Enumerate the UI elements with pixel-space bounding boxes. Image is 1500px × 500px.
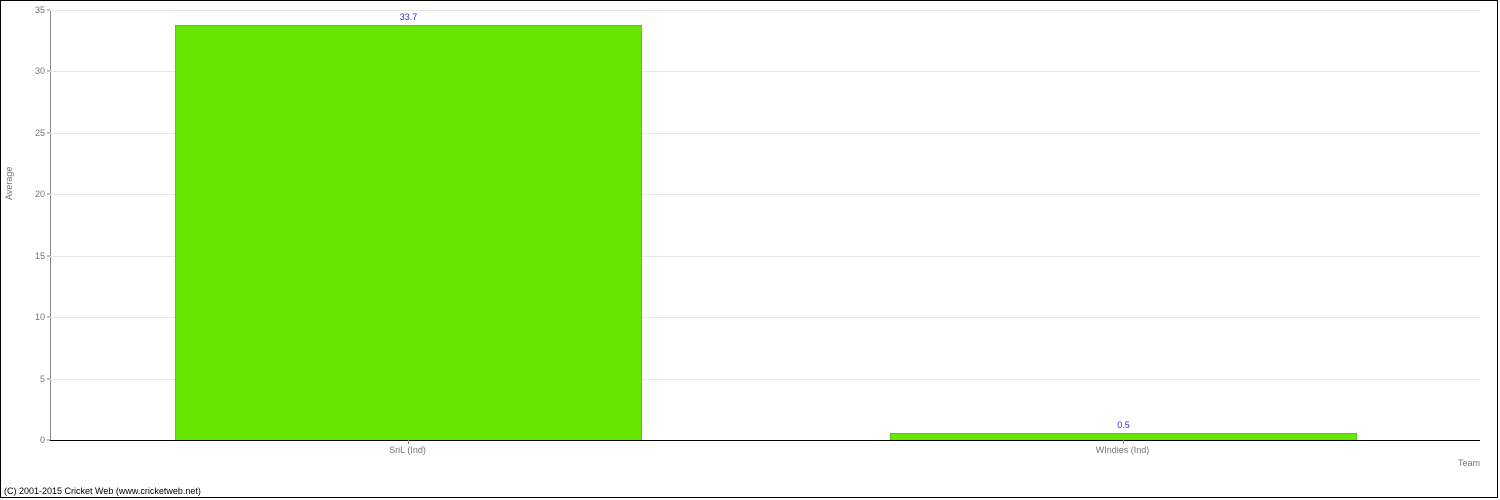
bar-value-label: 33.7 xyxy=(176,12,641,22)
grid-line xyxy=(50,10,1480,11)
y-tick-label: 25 xyxy=(0,128,45,138)
y-axis-label: Average xyxy=(4,167,14,200)
plot-area: 33.7 0.5 xyxy=(50,10,1480,441)
bar-value-label: 0.5 xyxy=(891,420,1356,430)
y-tick-label: 35 xyxy=(0,5,45,15)
copyright-text: (C) 2001-2015 Cricket Web (www.cricketwe… xyxy=(4,486,201,496)
x-tick-mark xyxy=(408,440,409,444)
x-tick-label: WIndies (Ind) xyxy=(1096,445,1150,455)
y-tick-label: 15 xyxy=(0,251,45,261)
x-tick-mark xyxy=(1123,440,1124,444)
x-axis-label: Team xyxy=(1458,458,1480,468)
y-tick-label: 0 xyxy=(0,435,45,445)
y-tick-label: 30 xyxy=(0,66,45,76)
x-tick-label: SriL (Ind) xyxy=(389,445,426,455)
bar: 0.5 xyxy=(890,433,1357,440)
y-tick-label: 5 xyxy=(0,374,45,384)
bar: 33.7 xyxy=(175,25,642,440)
y-tick-label: 10 xyxy=(0,312,45,322)
